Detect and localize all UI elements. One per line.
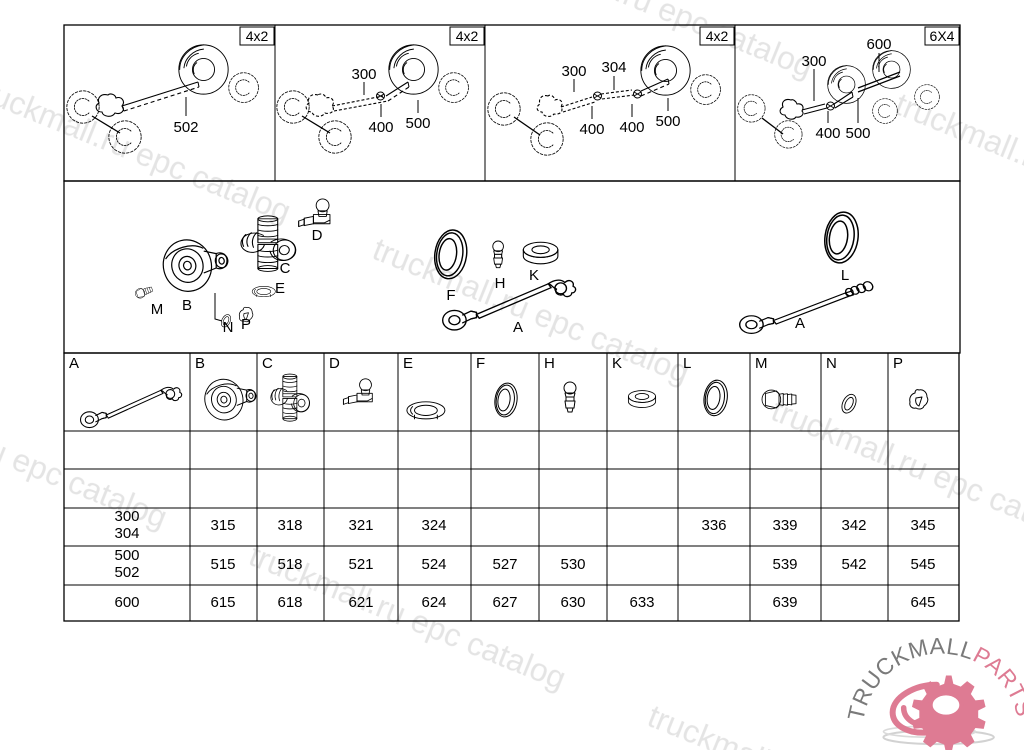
svg-text:D: D [312,227,323,244]
svg-text:630: 630 [560,594,585,611]
svg-text:304: 304 [601,59,626,76]
svg-text:521: 521 [348,556,373,573]
svg-text:300: 300 [351,66,376,83]
svg-text:P: P [893,355,903,372]
svg-text:539: 539 [772,556,797,573]
svg-text:600: 600 [866,36,891,53]
svg-text:400: 400 [619,119,644,136]
svg-text:515: 515 [210,556,235,573]
svg-text:633: 633 [629,594,654,611]
svg-text:624: 624 [421,594,446,611]
svg-text:639: 639 [772,594,797,611]
svg-text:E: E [403,355,413,372]
svg-text:6X4: 6X4 [930,28,955,44]
svg-text:336: 336 [701,517,726,534]
svg-text:L: L [841,267,849,284]
svg-text:400: 400 [368,119,393,136]
svg-text:618: 618 [277,594,302,611]
svg-text:A: A [795,315,805,332]
svg-text:B: B [182,297,192,314]
svg-text:A: A [69,355,79,372]
svg-text:400: 400 [579,121,604,138]
svg-text:304: 304 [114,525,139,542]
svg-text:4x2: 4x2 [246,28,269,44]
svg-text:4x2: 4x2 [706,28,729,44]
svg-text:500: 500 [845,125,870,142]
svg-text:324: 324 [421,517,446,534]
svg-text:B: B [195,355,205,372]
svg-text:615: 615 [210,594,235,611]
svg-text:621: 621 [348,594,373,611]
svg-text:339: 339 [772,517,797,534]
svg-text:345: 345 [910,517,935,534]
svg-text:300: 300 [801,53,826,70]
svg-text:627: 627 [492,594,517,611]
svg-text:D: D [329,355,340,372]
svg-text:321: 321 [348,517,373,534]
svg-text:M: M [755,355,768,372]
svg-text:N: N [826,355,837,372]
svg-text:F: F [476,355,485,372]
svg-text:645: 645 [910,594,935,611]
svg-text:315: 315 [210,517,235,534]
svg-text:500: 500 [655,113,680,130]
svg-text:300: 300 [114,508,139,525]
svg-text:C: C [262,355,273,372]
svg-text:H: H [544,355,555,372]
svg-text:500: 500 [405,115,430,132]
svg-text:524: 524 [421,556,446,573]
svg-text:4x2: 4x2 [456,28,479,44]
svg-text:527: 527 [492,556,517,573]
svg-text:502: 502 [173,119,198,136]
svg-text:H: H [495,275,506,292]
svg-text:K: K [612,355,622,372]
svg-text:F: F [446,287,455,304]
svg-text:342: 342 [841,517,866,534]
svg-text:C: C [280,260,291,277]
svg-text:300: 300 [561,63,586,80]
svg-text:N: N [223,319,234,336]
svg-text:318: 318 [277,517,302,534]
svg-text:502: 502 [114,564,139,581]
svg-text:K: K [529,267,539,284]
svg-text:M: M [151,301,164,318]
svg-text:530: 530 [560,556,585,573]
svg-text:E: E [275,280,285,297]
svg-text:545: 545 [910,556,935,573]
svg-text:600: 600 [114,594,139,611]
svg-text:A: A [513,319,523,336]
svg-text:542: 542 [841,556,866,573]
svg-text:P: P [241,316,251,333]
svg-text:400: 400 [815,125,840,142]
svg-text:518: 518 [277,556,302,573]
svg-text:500: 500 [114,547,139,564]
svg-text:L: L [683,355,691,372]
